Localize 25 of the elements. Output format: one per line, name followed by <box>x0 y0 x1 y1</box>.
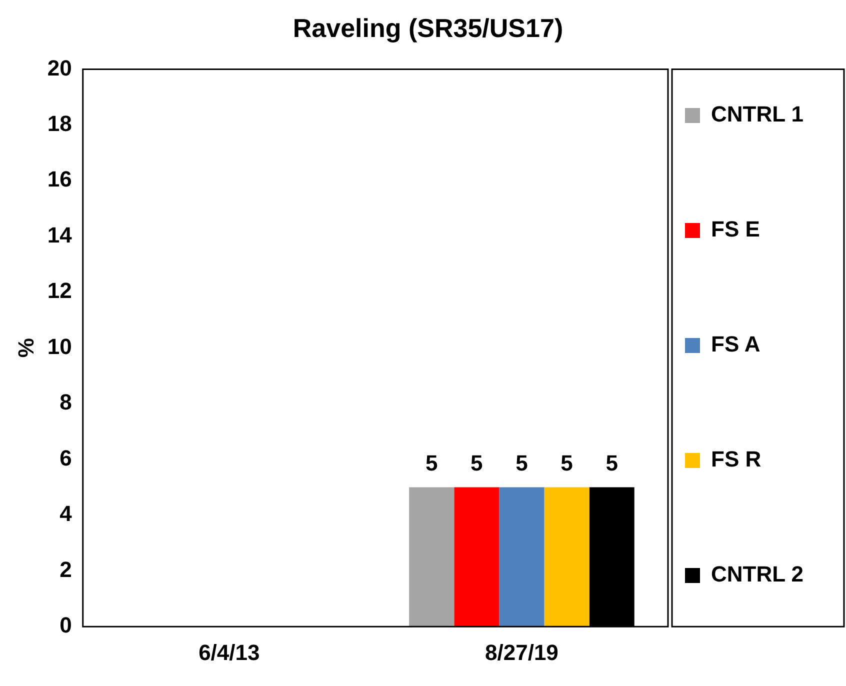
y-tick-label: 20 <box>47 55 72 80</box>
legend-label: FS E <box>711 216 760 242</box>
legend-label: FS R <box>711 446 762 472</box>
y-tick-label: 0 <box>60 612 72 638</box>
data-label: 5 <box>425 450 438 476</box>
data-label: 5 <box>516 450 528 476</box>
x-tick-label: 8/27/19 <box>485 640 558 665</box>
legend-label: CNTRL 1 <box>711 102 804 127</box>
legend-label: CNTRL 2 <box>711 562 804 587</box>
y-tick-label: 12 <box>47 278 72 304</box>
y-tick-label: 16 <box>47 166 72 192</box>
y-tick-label: 10 <box>47 334 72 359</box>
y-tick-label: 8 <box>60 390 72 415</box>
data-label: 5 <box>470 450 483 476</box>
chart-title: Raveling (SR35/US17) <box>292 12 564 43</box>
data-label: 5 <box>560 450 573 476</box>
y-axis-title: % <box>13 338 38 358</box>
legend-label: FS A <box>711 332 760 357</box>
y-tick-label: 2 <box>60 556 72 582</box>
y-tick-label: 18 <box>47 111 72 136</box>
x-tick-label: 6/4/13 <box>198 640 260 665</box>
data-label: 5 <box>606 450 618 476</box>
y-tick-label: 6 <box>60 445 72 470</box>
y-tick-label: 4 <box>60 501 73 526</box>
y-tick-label: 14 <box>47 222 73 248</box>
